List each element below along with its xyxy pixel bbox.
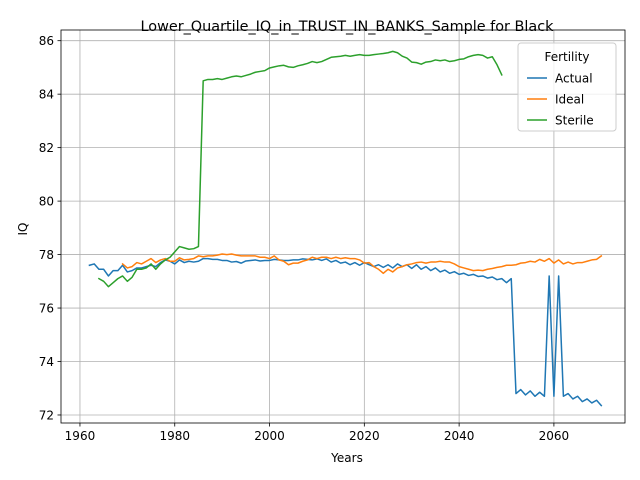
x-tick-label: 2060 [539, 429, 570, 443]
legend-label-ideal: Ideal [555, 93, 584, 107]
y-tick-label: 78 [39, 248, 54, 262]
x-tick-label: 1960 [65, 429, 96, 443]
x-axis-label: Years [330, 451, 363, 465]
y-axis-ticks: 72 74 76 78 80 82 84 86 [39, 34, 61, 422]
plot-area [60, 29, 626, 424]
series-line-actual [88, 257, 603, 407]
y-tick-label: 84 [39, 88, 54, 102]
chart-title: Lower_Quartile_IQ_in_TRUST_IN_BANKS_Samp… [141, 19, 555, 35]
legend-label-sterile: Sterile [555, 114, 594, 128]
grid-lines [61, 30, 625, 423]
y-tick-label: 80 [39, 195, 54, 209]
series-lines [88, 50, 603, 407]
legend-box [517, 42, 617, 132]
y-tick-label: 82 [39, 141, 54, 155]
y-axis-label: IQ [16, 223, 30, 236]
y-tick-label: 76 [39, 302, 54, 316]
x-tick-label: 2000 [254, 429, 285, 443]
y-tick-label: 74 [39, 355, 54, 369]
series-line-ideal [121, 253, 603, 275]
legend-label-actual: Actual [555, 72, 593, 86]
y-tick-label: 72 [39, 408, 54, 422]
x-axis-ticks: 1960 1980 2000 2020 2040 2060 [65, 423, 569, 443]
legend-title: Fertility [544, 50, 589, 64]
legend: Fertility Actual Ideal Sterile [517, 42, 617, 132]
x-tick-label: 2040 [444, 429, 475, 443]
series-line-sterile [97, 50, 503, 288]
x-tick-label: 1980 [159, 429, 190, 443]
x-tick-label: 2020 [349, 429, 380, 443]
y-tick-label: 86 [39, 34, 54, 48]
